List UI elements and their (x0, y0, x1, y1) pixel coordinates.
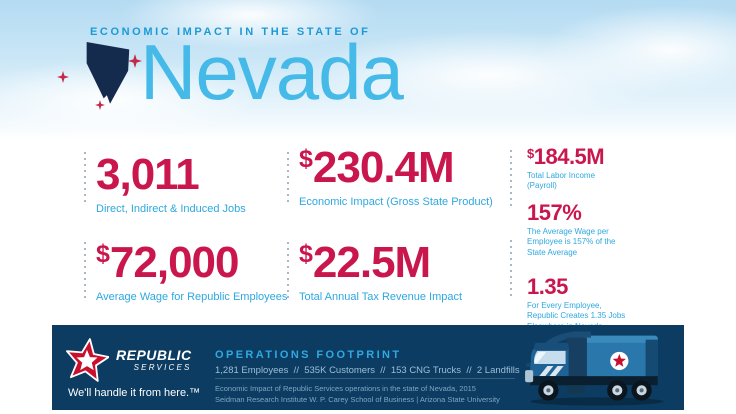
operations-footprint-title: OPERATIONS FOOTPRINT (215, 349, 402, 361)
garbage-truck-illustration (525, 331, 664, 406)
header-kicker: ECONOMIC IMPACT IN THE STATE OF (90, 26, 371, 38)
stat-labor-income: $184.5M Total Labor Income (Payroll) (527, 146, 657, 192)
fine-print-line1: Economic Impact of Republic Services ope… (215, 384, 476, 393)
state-name-title: Nevada (140, 28, 404, 116)
stat-economic-impact: $230.4M Economic Impact (Gross State Pro… (299, 143, 493, 209)
dotted-divider (510, 240, 512, 300)
republic-services-logo: REPUBLIC SERVICES (65, 337, 192, 383)
cloud-shape (540, 5, 736, 95)
stat-wage-percent: 157% The Average Wage per Employee is 15… (527, 199, 657, 258)
dotted-divider (287, 242, 289, 298)
stat-labor-income-value: $184.5M (527, 144, 605, 169)
stat-average-wage-value: $72,000 (96, 238, 239, 287)
secondary-stats-column: $184.5M Total Labor Income (Payroll) 157… (527, 146, 657, 342)
dotted-divider (84, 242, 86, 298)
logo-line1: REPUBLIC (116, 346, 192, 363)
logo-line2: SERVICES (133, 362, 192, 372)
stat-tax-revenue: $22.5M Total Annual Tax Revenue Impact (299, 238, 463, 304)
fine-print-line2: Seidman Research Institute W. P. Carey S… (215, 394, 500, 404)
cloud-shape (0, 60, 260, 140)
stat-jobs-value: 3,011 (96, 150, 200, 199)
stat-jobs: 3,011 Direct, Indirect & Induced Jobs (96, 150, 246, 216)
dotted-divider (84, 152, 86, 204)
brand-tagline: We'll handle it from here.™ (68, 387, 201, 399)
stat-job-multiplier-value: 1.35 (527, 273, 568, 299)
sparkle-star-icon (128, 54, 142, 68)
stat-labor-income-label: Total Labor Income (Payroll) (527, 171, 596, 191)
truck-wheels (538, 380, 652, 401)
logo-wordmark: REPUBLIC SERVICES (116, 346, 192, 373)
sparkle-star-icon (95, 100, 105, 110)
stat-tax-revenue-value: $22.5M (299, 238, 431, 287)
republic-star-icon (66, 338, 109, 382)
stat-average-wage-label: Average Wage for Republic Employees (96, 291, 288, 303)
operations-footprint-stats: 1,281 Employees // 535K Customers // 153… (215, 365, 520, 376)
stat-economic-impact-label: Economic Impact (Gross State Product) (299, 196, 493, 208)
dotted-divider (510, 150, 512, 208)
stat-economic-impact-value: $230.4M (299, 143, 455, 192)
source-fine-print: Economic Impact of Republic Services ope… (215, 384, 500, 406)
stat-wage-percent-label: The Average Wage per Employee is 157% of… (527, 226, 616, 257)
stat-jobs-label: Direct, Indirect & Induced Jobs (96, 203, 246, 215)
sparkle-star-icon (57, 71, 69, 83)
stat-average-wage: $72,000 Average Wage for Republic Employ… (96, 238, 288, 304)
nevada-state-icon (86, 42, 130, 104)
stat-wage-percent-value: 157% (527, 199, 582, 225)
sky-background (0, 0, 736, 140)
footer-divider-line (215, 378, 515, 379)
dotted-divider (287, 152, 289, 204)
stat-tax-revenue-label: Total Annual Tax Revenue Impact (299, 291, 463, 303)
